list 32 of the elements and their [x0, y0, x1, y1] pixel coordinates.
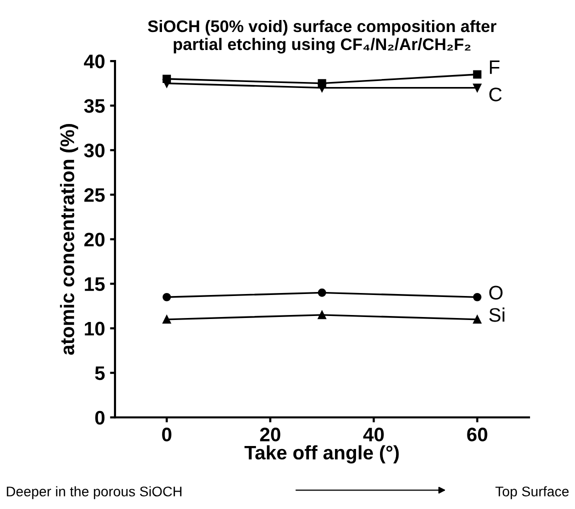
point — [162, 79, 171, 88]
chart-title: SiOCH (50% void) surface composition after partial etching using CF₄/N₂/Ar/CH₂F₂ — [148, 20, 496, 54]
point — [473, 292, 482, 302]
y-tick-label: 10 — [84, 322, 104, 336]
x-tick-label: 0 — [162, 428, 172, 442]
series-label: F — [490, 60, 500, 74]
x-axis-title: Take off angle (°) — [244, 445, 399, 464]
point — [318, 84, 326, 92]
y-tick-label: 5 — [95, 366, 105, 380]
point — [318, 288, 326, 297]
series-label: O — [489, 286, 503, 300]
y-tick-label: 40 — [84, 54, 104, 68]
x-tick-label: 20 — [260, 428, 280, 442]
point — [162, 292, 171, 302]
series-label: C — [489, 88, 502, 102]
y-tick-label: 15 — [84, 277, 105, 292]
text: Deeper in the porous SiOCH — [6, 486, 182, 500]
y-tick-label: 0 — [95, 410, 104, 425]
x-tick-label: 40 — [363, 428, 384, 442]
point — [473, 315, 482, 324]
point — [318, 310, 326, 320]
point — [473, 84, 482, 92]
y-tick-label: 20 — [84, 232, 104, 246]
point — [162, 315, 171, 324]
y-tick-label: 30 — [84, 144, 104, 158]
y-axis-title: atomic concentration (%) — [60, 124, 78, 355]
x-tick-label: 60 — [467, 428, 488, 442]
series-label: Si — [489, 308, 504, 322]
point — [473, 70, 482, 79]
y-tick-label: 25 — [84, 188, 105, 202]
y-tick-label: 35 — [84, 99, 105, 113]
text: Top Surface — [495, 486, 569, 500]
